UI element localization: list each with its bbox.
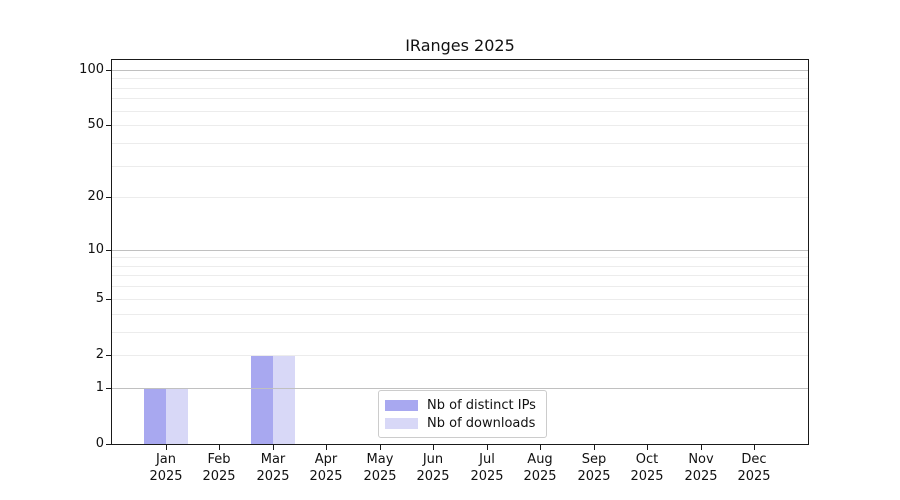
major-gridline [112, 70, 808, 71]
x-tick-mark [219, 445, 220, 450]
x-tick-month: Mar [260, 452, 286, 467]
x-tick-label: Apr 2025 [294, 451, 358, 485]
chart-title: IRanges 2025 [405, 36, 515, 55]
minor-gridline [112, 78, 808, 79]
y-tick-label: 20 [87, 189, 104, 204]
bar-distinct-ips [251, 355, 273, 444]
x-tick-year: 2025 [523, 469, 557, 484]
x-tick-label: Jan 2025 [134, 451, 198, 485]
minor-gridline [112, 332, 808, 333]
minor-gridline [112, 286, 808, 287]
minor-gridline [112, 266, 808, 267]
x-tick-mark [380, 445, 381, 450]
plot-area [112, 60, 808, 444]
y-tick-mark [106, 299, 111, 300]
y-tick-label: 10 [87, 242, 104, 257]
x-tick-mark [326, 445, 327, 450]
minor-gridline [112, 98, 808, 99]
legend-entry: Nb of downloads [385, 415, 536, 431]
x-tick-label: Feb 2025 [187, 451, 251, 485]
x-tick-year: 2025 [630, 469, 664, 484]
y-tick-mark [106, 355, 111, 356]
x-tick-mark [594, 445, 595, 450]
major-gridline [112, 250, 808, 251]
minor-gridline [112, 355, 808, 356]
y-tick-mark [106, 388, 111, 389]
x-tick-year: 2025 [470, 469, 504, 484]
x-tick-label: Jun 2025 [401, 451, 465, 485]
x-tick-mark [647, 445, 648, 450]
legend-entry: Nb of distinct IPs [385, 397, 536, 413]
x-tick-label: May 2025 [348, 451, 412, 485]
legend-entry-label: Nb of distinct IPs [427, 397, 536, 413]
x-tick-mark [433, 445, 434, 450]
x-tick-month: Jan [155, 452, 177, 467]
bar-distinct-ips [144, 388, 166, 444]
x-tick-month: Sep [581, 452, 607, 467]
x-tick-year: 2025 [309, 469, 343, 484]
minor-gridline [112, 197, 808, 198]
y-tick-mark [106, 444, 111, 445]
y-tick-label: 2 [95, 347, 104, 362]
minor-gridline [112, 111, 808, 112]
x-tick-label: Oct 2025 [615, 451, 679, 485]
y-tick-label: 0 [95, 436, 104, 451]
x-tick-year: 2025 [202, 469, 236, 484]
minor-gridline [112, 88, 808, 89]
x-tick-year: 2025 [416, 469, 450, 484]
x-tick-month: Dec [741, 452, 767, 467]
x-tick-mark [487, 445, 488, 450]
x-tick-month: Jun [422, 452, 444, 467]
minor-gridline [112, 275, 808, 276]
legend-swatch [385, 417, 418, 429]
bar-downloads [273, 355, 295, 444]
x-tick-year: 2025 [256, 469, 290, 484]
x-tick-year: 2025 [577, 469, 611, 484]
minor-gridline [112, 143, 808, 144]
y-tick-mark [106, 70, 111, 71]
x-tick-mark [166, 445, 167, 450]
y-tick-label: 50 [87, 117, 104, 132]
x-tick-mark [273, 445, 274, 450]
legend: Nb of distinct IPs Nb of downloads [378, 390, 547, 438]
y-tick-label: 1 [95, 380, 104, 395]
x-tick-label: Nov 2025 [669, 451, 733, 485]
legend-entry-label: Nb of downloads [427, 415, 536, 431]
x-tick-year: 2025 [363, 469, 397, 484]
bar-downloads [166, 388, 188, 444]
x-tick-label: Mar 2025 [241, 451, 305, 485]
minor-gridline [112, 166, 808, 167]
x-tick-mark [701, 445, 702, 450]
x-tick-month: Nov [688, 452, 714, 467]
x-tick-month: Oct [635, 452, 659, 467]
x-tick-mark [540, 445, 541, 450]
minor-gridline [112, 314, 808, 315]
x-tick-year: 2025 [684, 469, 718, 484]
major-gridline [112, 388, 808, 389]
x-tick-label: Jul 2025 [455, 451, 519, 485]
minor-gridline [112, 257, 808, 258]
x-tick-month: Aug [527, 452, 553, 467]
legend-swatch [385, 399, 418, 411]
x-tick-label: Dec 2025 [722, 451, 786, 485]
x-tick-year: 2025 [737, 469, 771, 484]
y-tick-mark [106, 250, 111, 251]
x-tick-month: May [366, 452, 394, 467]
x-tick-month: Apr [314, 452, 338, 467]
x-tick-label: Aug 2025 [508, 451, 572, 485]
y-tick-mark [106, 197, 111, 198]
minor-gridline [112, 299, 808, 300]
minor-gridline [112, 125, 808, 126]
x-tick-month: Feb [207, 452, 231, 467]
x-tick-mark [754, 445, 755, 450]
y-tick-mark [106, 125, 111, 126]
y-tick-label: 100 [79, 62, 104, 77]
x-tick-year: 2025 [149, 469, 183, 484]
x-tick-label: Sep 2025 [562, 451, 626, 485]
x-tick-month: Jul [479, 452, 495, 467]
y-tick-label: 5 [95, 291, 104, 306]
